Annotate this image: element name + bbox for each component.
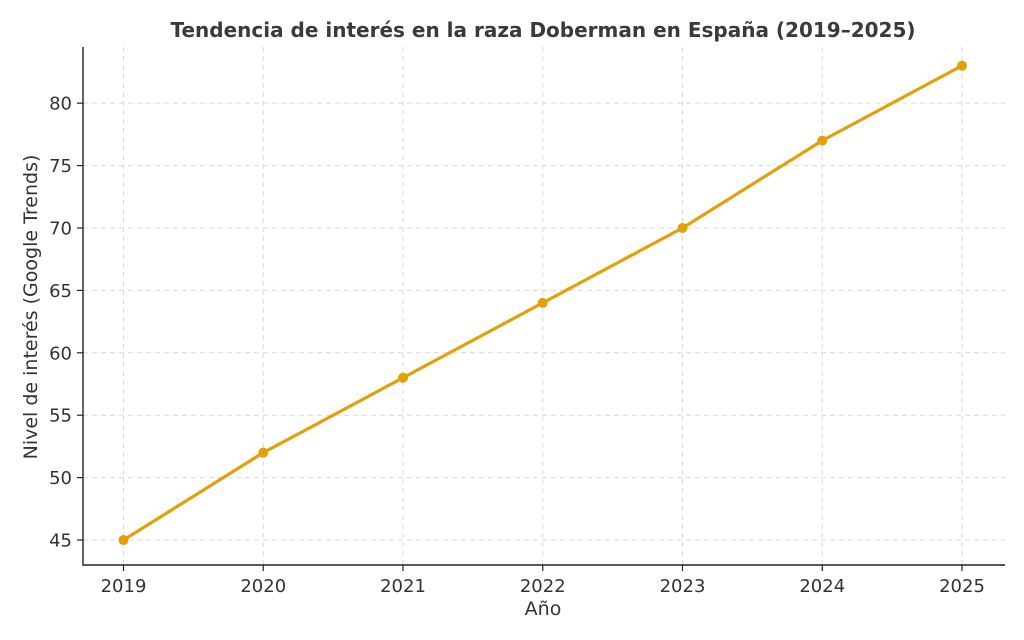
x-tick-label: 2022 bbox=[520, 576, 566, 597]
x-tick-label: 2019 bbox=[101, 576, 147, 597]
data-point bbox=[398, 372, 408, 383]
axis-spines bbox=[82, 47, 1005, 566]
y-tick-label: 75 bbox=[49, 156, 72, 177]
y-axis-label: Nivel de interés (Google Trends) bbox=[20, 155, 42, 460]
y-tick-label: 70 bbox=[49, 218, 72, 239]
x-tick-label: 2025 bbox=[939, 576, 985, 597]
x-tick-label: 2021 bbox=[380, 576, 426, 597]
grid bbox=[83, 47, 1005, 565]
x-tick-label: 2023 bbox=[660, 576, 706, 597]
y-tick-label: 65 bbox=[49, 281, 72, 302]
data-point bbox=[957, 60, 967, 71]
x-tick-label: 2020 bbox=[240, 576, 286, 597]
y-tick-label: 80 bbox=[49, 94, 72, 115]
x-axis-label: Año bbox=[525, 598, 562, 620]
series bbox=[118, 60, 967, 546]
y-tick-label: 55 bbox=[49, 406, 72, 427]
data-point bbox=[258, 447, 269, 458]
chart-title: Tendencia de interés en la raza Doberman… bbox=[170, 18, 915, 42]
data-point bbox=[537, 297, 548, 308]
data-point bbox=[817, 135, 828, 146]
x-tick-label: 2024 bbox=[799, 576, 845, 597]
y-tick-label: 60 bbox=[49, 343, 72, 364]
y-tick-label: 50 bbox=[49, 468, 72, 489]
axes: 2019 2020 2021 2022 2023 2024 2025 45 50 55 60 65 70… bbox=[49, 47, 1005, 597]
data-point bbox=[118, 535, 129, 546]
y-tick-label: 45 bbox=[49, 531, 72, 552]
labels: Tendencia de interés en la raza Doberman… bbox=[20, 18, 916, 620]
data-point bbox=[677, 222, 688, 233]
